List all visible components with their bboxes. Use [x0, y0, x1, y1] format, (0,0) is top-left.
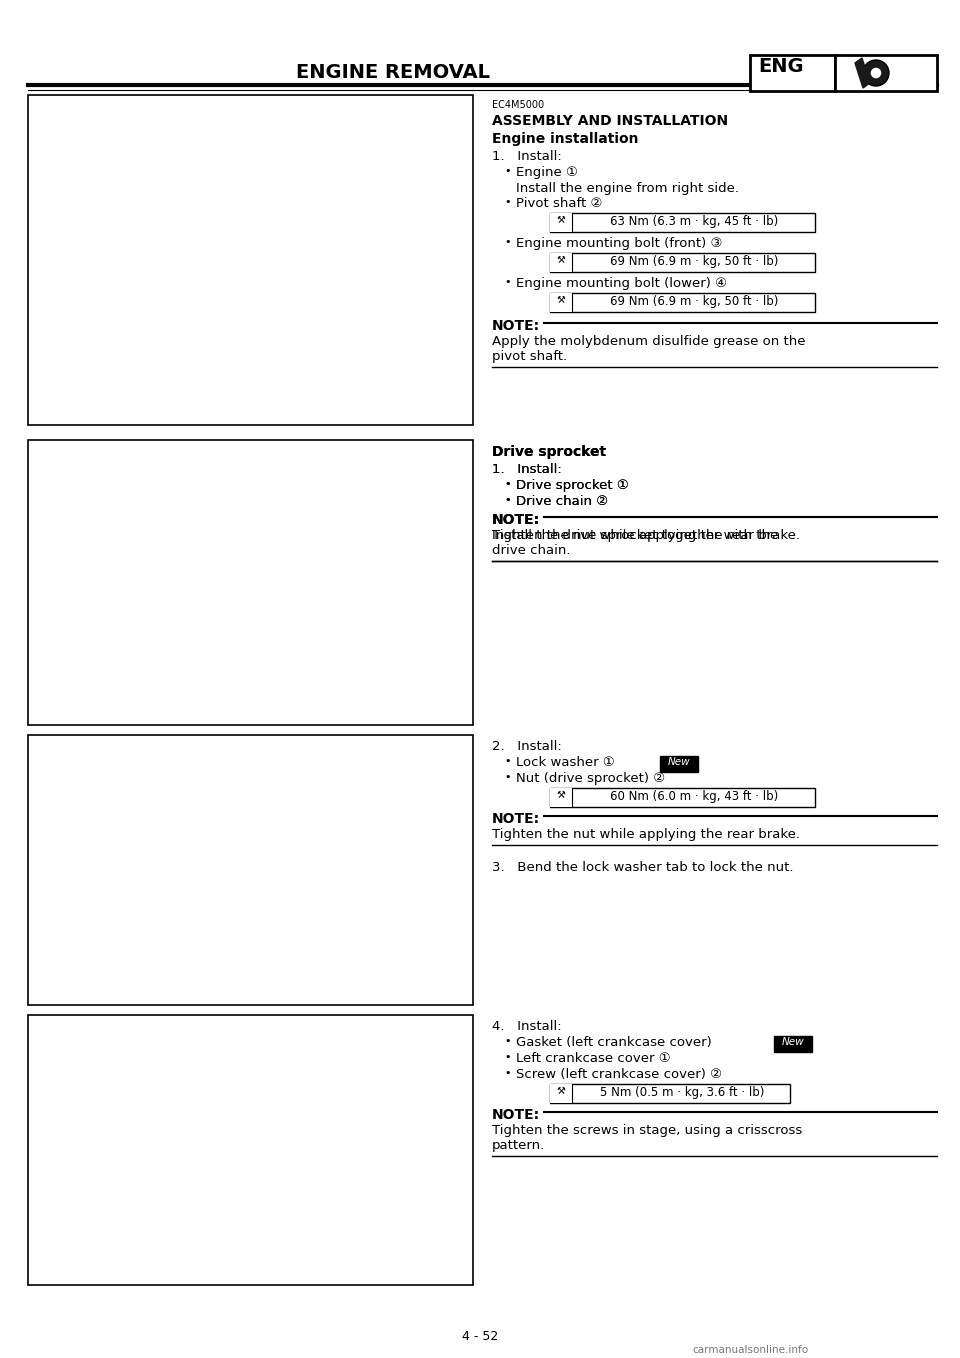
- Bar: [28, 95, 473, 425]
- Text: 4.   Install:: 4. Install:: [492, 1020, 562, 1033]
- Bar: [550, 788, 815, 807]
- Bar: [550, 293, 815, 312]
- Bar: [28, 440, 473, 725]
- Text: •: •: [504, 1052, 511, 1062]
- Text: ⚒: ⚒: [557, 255, 565, 265]
- Text: ENG: ENG: [758, 57, 804, 76]
- Text: Screw (left crankcase cover) ②: Screw (left crankcase cover) ②: [516, 1067, 722, 1081]
- Text: ⚒: ⚒: [557, 215, 565, 225]
- Text: Drive sprocket ①: Drive sprocket ①: [516, 479, 629, 492]
- Text: •: •: [504, 166, 511, 177]
- Bar: [774, 1036, 812, 1052]
- Text: Engine installation: Engine installation: [492, 132, 638, 147]
- Text: Drive chain ②: Drive chain ②: [516, 496, 608, 508]
- Text: NOTE:: NOTE:: [492, 812, 540, 826]
- Text: Tighten the nut while applying the rear brake.: Tighten the nut while applying the rear …: [492, 530, 800, 542]
- Text: •: •: [504, 1067, 511, 1078]
- Bar: [550, 213, 572, 232]
- Polygon shape: [855, 58, 870, 88]
- Text: 2.   Install:: 2. Install:: [492, 740, 562, 752]
- Text: •: •: [504, 756, 511, 766]
- Text: Drive sprocket: Drive sprocket: [492, 445, 606, 459]
- Text: New: New: [781, 1038, 804, 1047]
- Text: 1.   Install:: 1. Install:: [492, 463, 562, 477]
- Bar: [835, 56, 937, 91]
- Text: Gasket (left crankcase cover): Gasket (left crankcase cover): [516, 1036, 711, 1048]
- Text: •: •: [504, 238, 511, 247]
- Text: •: •: [504, 277, 511, 287]
- Bar: [660, 756, 698, 771]
- Text: 3.   Bend the lock washer tab to lock the nut.: 3. Bend the lock washer tab to lock the …: [492, 861, 794, 875]
- Text: •: •: [504, 479, 511, 489]
- Text: •: •: [504, 1036, 511, 1046]
- Text: ENGINE REMOVAL: ENGINE REMOVAL: [296, 64, 490, 83]
- Bar: [550, 213, 815, 232]
- Bar: [550, 1084, 572, 1103]
- Bar: [28, 735, 473, 1005]
- Text: ⚒: ⚒: [557, 295, 565, 306]
- Bar: [750, 56, 835, 91]
- Circle shape: [870, 67, 882, 79]
- Text: Drive chain ②: Drive chain ②: [516, 496, 608, 508]
- Text: Engine ①: Engine ①: [516, 166, 578, 179]
- Text: 69 Nm (6.9 m · kg, 50 ft · lb): 69 Nm (6.9 m · kg, 50 ft · lb): [610, 255, 779, 268]
- Text: Tighten the screws in stage, using a crisscross: Tighten the screws in stage, using a cri…: [492, 1124, 803, 1137]
- Circle shape: [863, 60, 889, 86]
- Text: •: •: [504, 197, 511, 206]
- Text: •: •: [504, 479, 511, 489]
- Text: Drive sprocket: Drive sprocket: [492, 445, 606, 459]
- Text: 1.   Install:: 1. Install:: [492, 463, 562, 477]
- Text: 69 Nm (6.9 m · kg, 50 ft · lb): 69 Nm (6.9 m · kg, 50 ft · lb): [610, 295, 779, 308]
- Bar: [550, 253, 572, 272]
- Text: NOTE:: NOTE:: [492, 513, 540, 527]
- Text: ⚒: ⚒: [557, 790, 565, 800]
- Text: NOTE:: NOTE:: [492, 319, 540, 333]
- Bar: [550, 253, 815, 272]
- Text: NOTE:: NOTE:: [492, 513, 540, 527]
- Text: ⚒: ⚒: [557, 1086, 565, 1096]
- Text: 1.   Install:: 1. Install:: [492, 149, 562, 163]
- Text: NOTE:: NOTE:: [492, 1108, 540, 1122]
- Text: pivot shaft.: pivot shaft.: [492, 350, 567, 363]
- Text: 60 Nm (6.0 m · kg, 43 ft · lb): 60 Nm (6.0 m · kg, 43 ft · lb): [610, 790, 779, 803]
- Bar: [550, 1084, 790, 1103]
- Text: Pivot shaft ②: Pivot shaft ②: [516, 197, 602, 210]
- Bar: [550, 293, 572, 312]
- Text: Apply the molybdenum disulfide grease on the: Apply the molybdenum disulfide grease on…: [492, 335, 805, 348]
- Text: New: New: [668, 756, 690, 767]
- Text: Engine mounting bolt (lower) ④: Engine mounting bolt (lower) ④: [516, 277, 727, 291]
- Text: 5 Nm (0.5 m · kg, 3.6 ft · lb): 5 Nm (0.5 m · kg, 3.6 ft · lb): [600, 1086, 764, 1099]
- Bar: [28, 1014, 473, 1285]
- Text: Drive sprocket ①: Drive sprocket ①: [516, 479, 629, 492]
- Text: Engine mounting bolt (front) ③: Engine mounting bolt (front) ③: [516, 238, 722, 250]
- Text: Left crankcase cover ①: Left crankcase cover ①: [516, 1052, 671, 1065]
- Text: Nut (drive sprocket) ②: Nut (drive sprocket) ②: [516, 771, 665, 785]
- Text: pattern.: pattern.: [492, 1139, 545, 1152]
- Text: Install the engine from right side.: Install the engine from right side.: [516, 182, 739, 196]
- Text: •: •: [504, 496, 511, 505]
- Text: Tighten the nut while applying the rear brake.: Tighten the nut while applying the rear …: [492, 828, 800, 841]
- Text: ASSEMBLY AND INSTALLATION: ASSEMBLY AND INSTALLATION: [492, 114, 728, 128]
- Text: 63 Nm (6.3 m · kg, 45 ft · lb): 63 Nm (6.3 m · kg, 45 ft · lb): [610, 215, 779, 228]
- Text: •: •: [504, 496, 511, 505]
- Text: •: •: [504, 771, 511, 782]
- Text: carmanualsonline.info: carmanualsonline.info: [692, 1344, 808, 1355]
- Bar: [550, 788, 572, 807]
- Text: Lock washer ①: Lock washer ①: [516, 756, 614, 769]
- Text: 4 - 52: 4 - 52: [462, 1329, 498, 1343]
- Text: drive chain.: drive chain.: [492, 545, 570, 557]
- Text: Install the drive sprocket together with the: Install the drive sprocket together with…: [492, 530, 779, 542]
- Text: EC4M5000: EC4M5000: [492, 100, 544, 110]
